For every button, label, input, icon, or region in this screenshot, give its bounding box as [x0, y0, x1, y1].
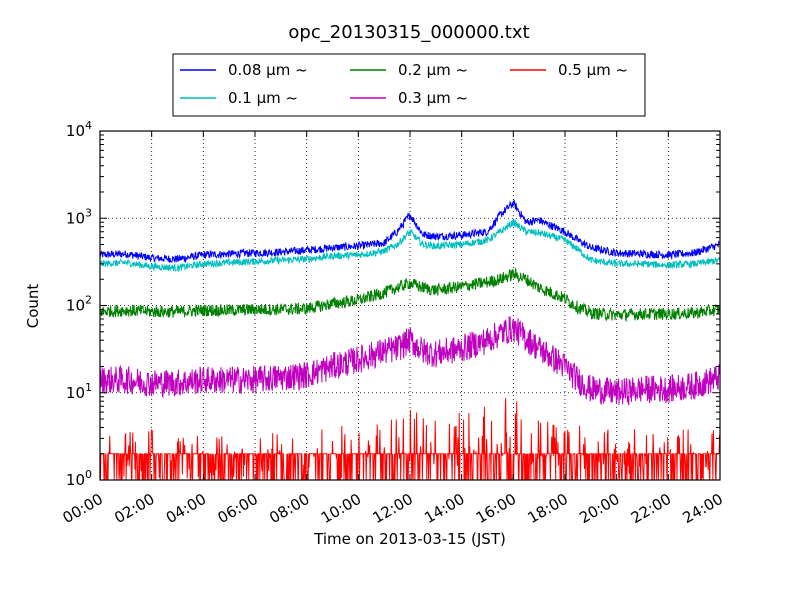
series-line-3 [100, 316, 720, 406]
plot-frame [99, 130, 721, 481]
legend-box [172, 53, 646, 117]
x-tick-label: 18:00 [525, 490, 571, 527]
series-line-0 [100, 198, 720, 264]
x-tick-label: 00:00 [60, 490, 106, 527]
y-tick-label: 103 [66, 206, 92, 227]
y-tick-label: 104 [66, 119, 92, 140]
x-tick-label: 16:00 [473, 490, 519, 527]
y-tick-label: 100 [66, 468, 92, 489]
x-tick-label: 20:00 [576, 490, 622, 527]
y-axis-label: Count [24, 284, 42, 329]
legend: 0.08 μm ~ 0.1 μm ~ 0.2 μm ~ 0.3 μm ~ 0.5 μm … [172, 53, 646, 117]
legend-label-2: 0.2 μm ~ [398, 61, 468, 79]
legend-label-3: 0.3 μm ~ [398, 89, 468, 107]
x-tick-label: 06:00 [215, 490, 261, 527]
legend-label-1: 0.1 μm ~ [228, 89, 298, 107]
legend-label-4: 0.5 μm ~ [558, 61, 628, 79]
x-tick-label: 24:00 [680, 490, 726, 527]
x-tick-label: 22:00 [628, 490, 674, 527]
x-tick-label: 04:00 [163, 490, 209, 527]
x-tick-label: 10:00 [318, 490, 364, 527]
x-tick-label: 02:00 [111, 490, 157, 527]
series-lines [100, 198, 720, 480]
x-axis-label: Time on 2013-03-15 (JST) [313, 530, 506, 548]
y-tick-label: 102 [66, 294, 92, 315]
x-tick-label: 08:00 [266, 490, 312, 527]
legend-label-0: 0.08 μm ~ [228, 61, 308, 79]
x-tick-label: 12:00 [370, 490, 416, 527]
series-line-4 [100, 398, 720, 480]
y-tick-label: 101 [66, 381, 92, 402]
chart-title: opc_20130315_000000.txt [288, 22, 529, 43]
series-line-1 [100, 219, 720, 273]
series-line-2 [100, 267, 720, 323]
x-tick-label: 14:00 [421, 490, 467, 527]
